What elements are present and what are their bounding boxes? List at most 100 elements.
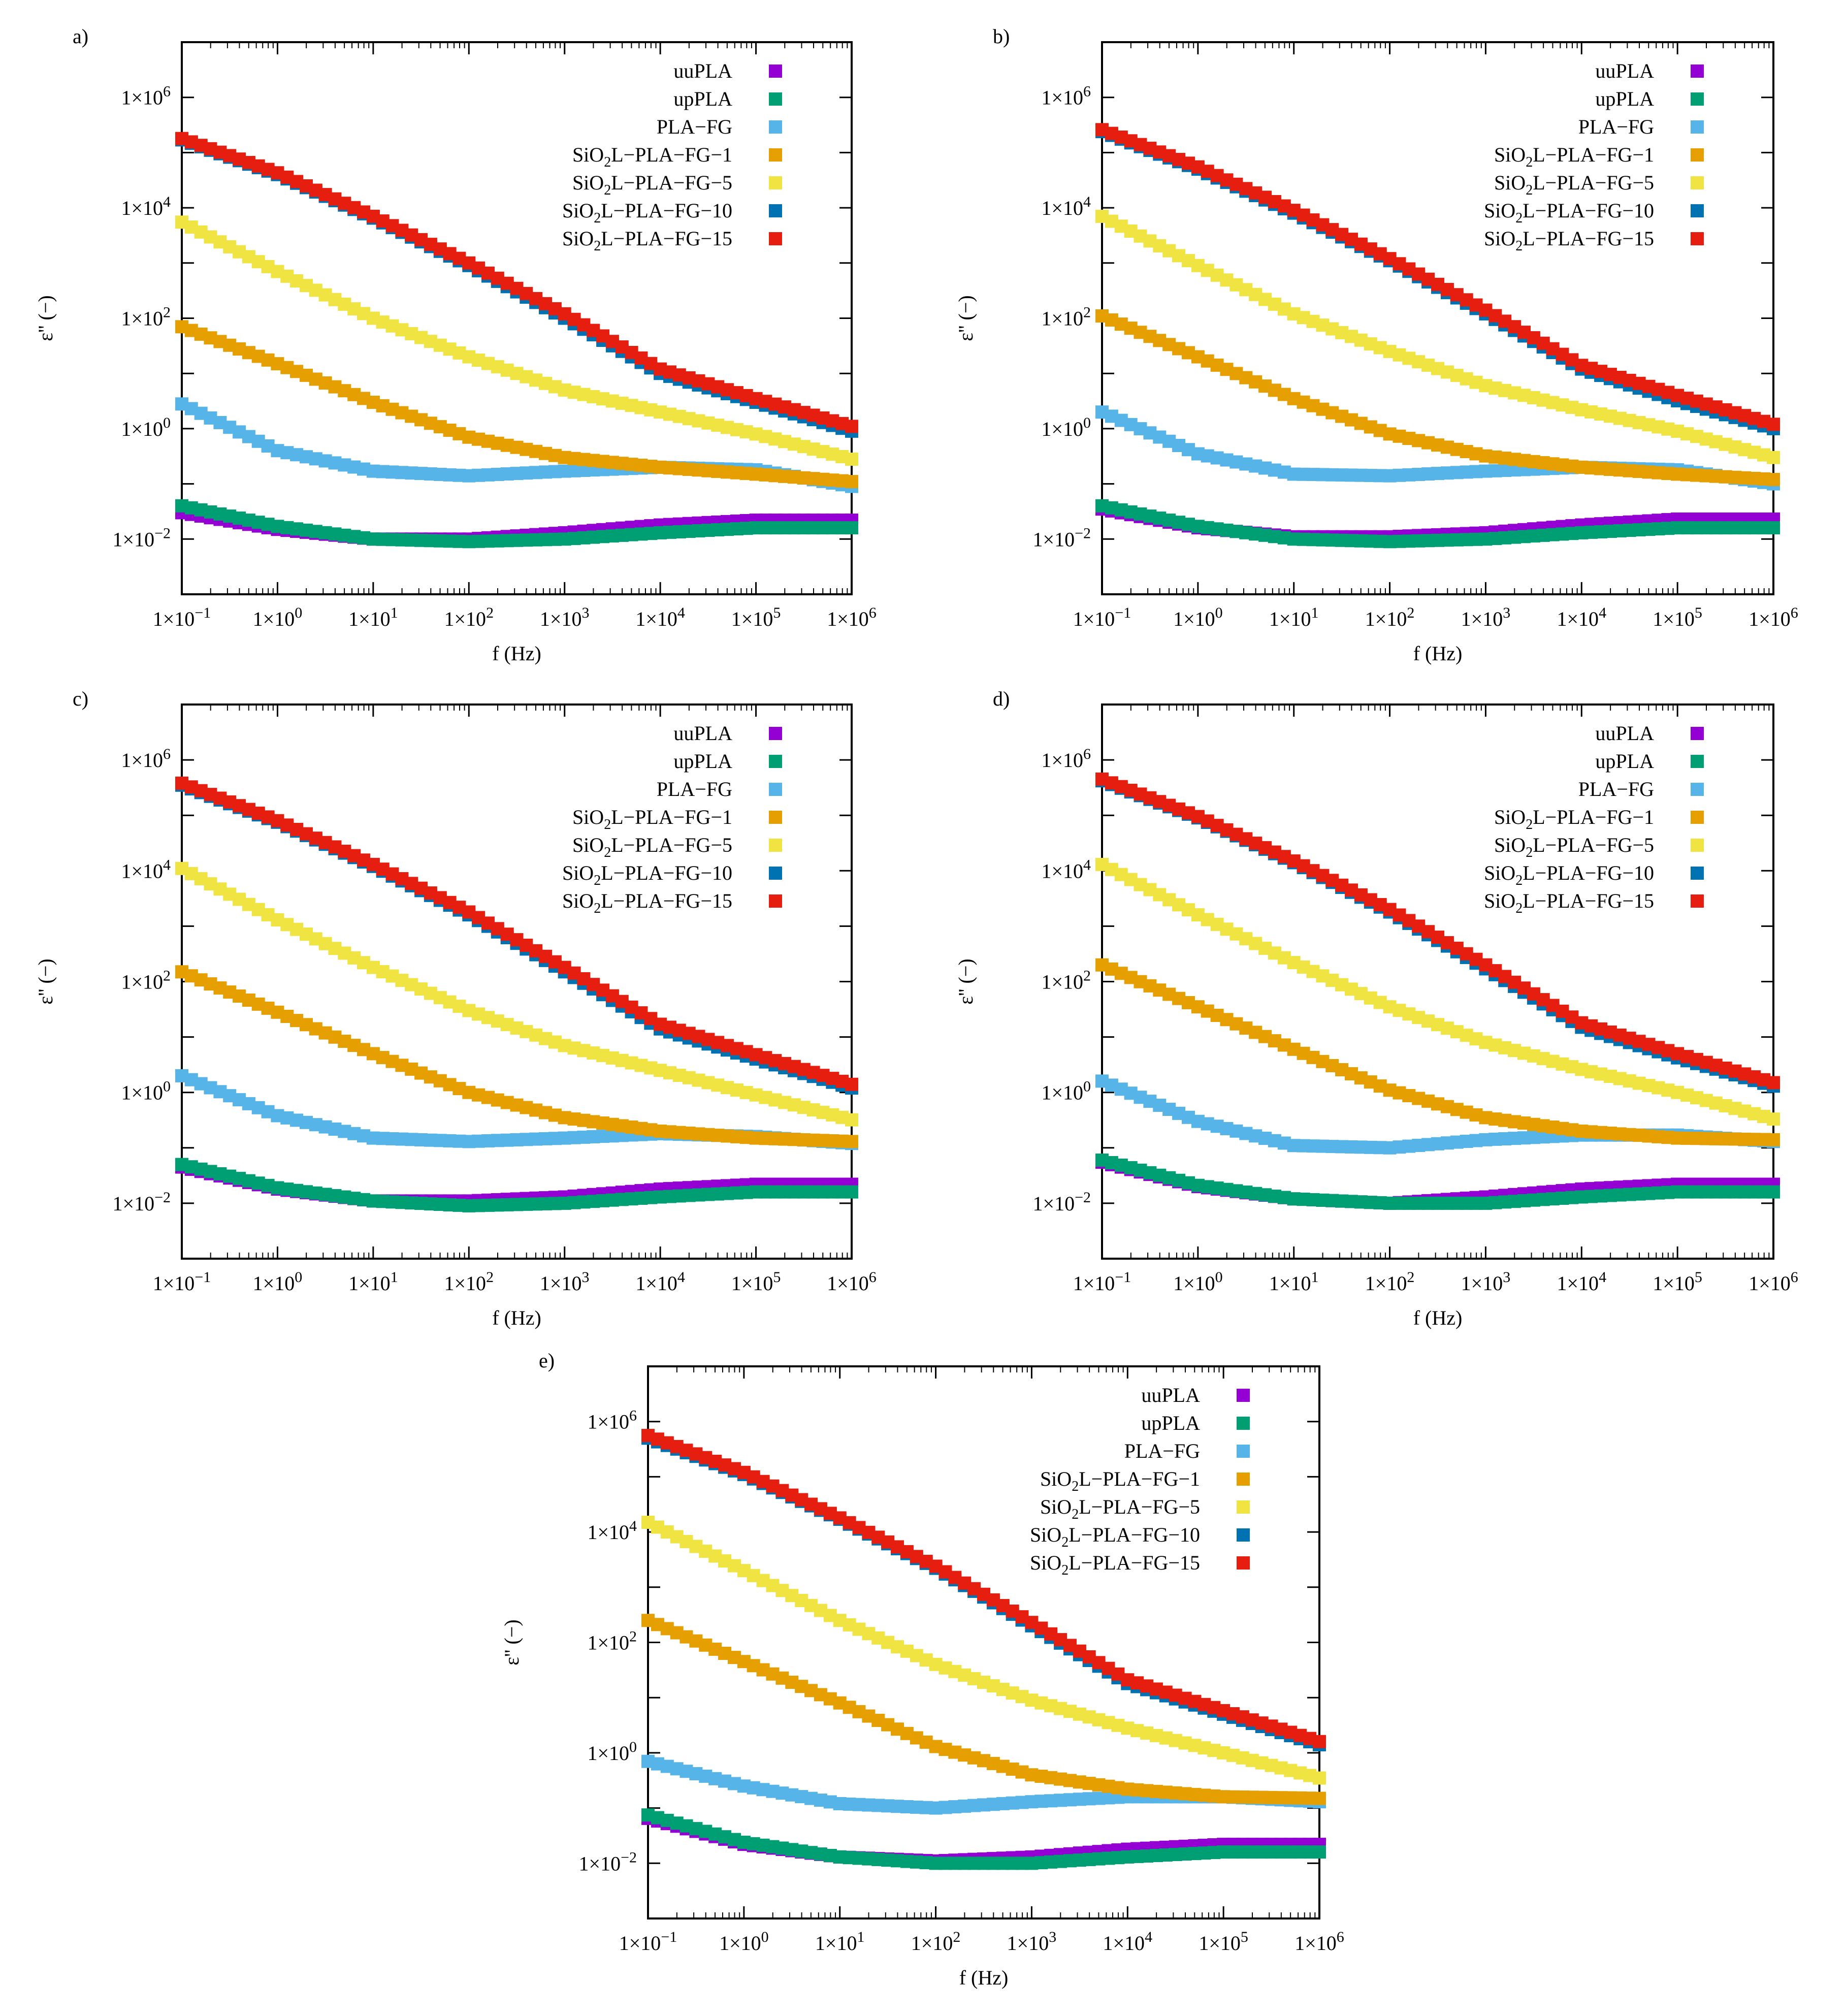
- y-tick-label: 1×104: [121, 194, 171, 219]
- y-axis-label: ε'' (−): [954, 295, 977, 341]
- legend-label: SiO2L−PLA−FG−10: [562, 861, 732, 888]
- y-tick-label: 1×106: [121, 83, 171, 109]
- y-tick-label: 1×106: [1041, 746, 1091, 772]
- y-tick-label: 1×102: [121, 304, 171, 330]
- legend-label: SiO2L−PLA−FG−10: [1484, 199, 1654, 226]
- legend-label: SiO2L−PLA−FG−15: [562, 889, 732, 916]
- legend-marker: [1691, 727, 1704, 740]
- y-tick-label: 1×102: [1041, 968, 1091, 994]
- series-uppla: [1095, 1154, 1780, 1210]
- legend-marker: [1237, 1417, 1250, 1430]
- legend-marker: [769, 894, 782, 908]
- y-tick-label: 1×104: [587, 1518, 637, 1544]
- legend-label: uuPLA: [673, 59, 732, 82]
- y-tick-label: 1×100: [1041, 1078, 1091, 1104]
- legend-label: uuPLA: [1595, 59, 1654, 82]
- chart-panel-c: c) 1×10−1 1×100 1×101 1×102 1×103 1×104 1×105 1×…: [34, 687, 877, 1329]
- legend-label: SiO2L−PLA−FG−5: [1494, 171, 1654, 198]
- legend-marker: [769, 65, 782, 78]
- x-tick-label: 1×10−1: [619, 1929, 677, 1955]
- legend-marker: [1691, 894, 1704, 908]
- panel-label: e): [539, 1349, 555, 1372]
- legend-marker: [1691, 92, 1704, 106]
- x-tick-label: 1×101: [348, 604, 398, 630]
- data-point: [1313, 1771, 1326, 1785]
- legend-label: upPLA: [673, 87, 732, 110]
- legend-label: SiO2L−PLA−FG−15: [1030, 1551, 1200, 1578]
- legend-marker: [1691, 811, 1704, 824]
- plot-frame: [647, 1365, 1320, 1919]
- legend-label: upPLA: [1141, 1412, 1200, 1434]
- legend-marker: [1691, 120, 1704, 134]
- plot-frame: [1101, 703, 1774, 1260]
- y-axis-label: ε'' (−): [34, 295, 57, 341]
- y-axis-label: ε'' (−): [34, 958, 57, 1004]
- x-tick-label: 1×100: [1173, 1269, 1223, 1295]
- series-sio2l-pla-fg-1: [1095, 309, 1780, 486]
- data-point: [1767, 521, 1780, 535]
- legend-label: SiO2L−PLA−FG−15: [1484, 889, 1654, 916]
- legend-label: PLA−FG: [657, 778, 732, 801]
- legend-marker: [769, 232, 782, 245]
- data-point: [1767, 1112, 1780, 1126]
- data-point: [1767, 1185, 1780, 1199]
- x-axis-label: f (Hz): [1413, 642, 1463, 665]
- x-tick-label: 1×106: [1294, 1929, 1344, 1955]
- series-sio2l-pla-fg-5: [175, 215, 858, 466]
- legend-marker: [769, 783, 782, 796]
- legend-label: upPLA: [1595, 87, 1654, 110]
- x-tick-label: 1×105: [1653, 1269, 1702, 1295]
- data-point: [1767, 473, 1780, 486]
- x-axis-label: f (Hz): [492, 642, 541, 665]
- series-sio2l-pla-fg-1: [1095, 958, 1780, 1146]
- legend-label: uuPLA: [1595, 722, 1654, 745]
- legend-label: SiO2L−PLA−FG−10: [562, 199, 732, 226]
- x-tick-label: 1×101: [1269, 604, 1319, 630]
- legend-marker: [769, 727, 782, 740]
- x-tick-label: 1×101: [348, 1269, 398, 1295]
- y-tick-label: 1×102: [121, 968, 171, 994]
- legend-marker: [1691, 148, 1704, 162]
- x-tick-label: 1×105: [731, 1269, 781, 1295]
- legend-label: SiO2L−PLA−FG−15: [1484, 227, 1654, 254]
- x-tick-label: 1×100: [253, 1269, 303, 1295]
- x-tick-label: 1×105: [1199, 1929, 1248, 1955]
- legend-marker: [1691, 232, 1704, 245]
- data-point: [1767, 1076, 1780, 1090]
- legend-label: SiO2L−PLA−FG−5: [572, 171, 732, 198]
- legend-marker: [1237, 1556, 1250, 1570]
- y-tick-label: 1×106: [121, 746, 171, 772]
- chart-panel-a: a) 1×10−1 1×100 1×101 1×102 1×103 1×104 1×105 1×…: [34, 25, 877, 665]
- y-tick-label: 1×10−2: [113, 1189, 171, 1215]
- y-tick-label: 1×100: [121, 414, 171, 440]
- x-tick-label: 1×101: [1269, 1269, 1319, 1295]
- legend-label: SiO2L−PLA−FG−5: [1040, 1495, 1200, 1522]
- legend-marker: [1691, 755, 1704, 768]
- legend-label: upPLA: [673, 750, 732, 773]
- y-tick-label: 1×106: [1041, 83, 1091, 109]
- legend-marker: [1237, 1473, 1250, 1486]
- data-point: [1767, 418, 1780, 431]
- legend: uuPLAupPLAPLA−FGSiO2L−PLA−FG−1SiO2L−PLA−…: [1484, 722, 1704, 916]
- data-point: [845, 1185, 858, 1199]
- data-point: [845, 521, 858, 535]
- panel-label: a): [73, 25, 88, 48]
- x-axis-label: f (Hz): [1413, 1306, 1463, 1329]
- y-tick-label: 1×106: [587, 1407, 637, 1433]
- legend-label: PLA−FG: [657, 115, 732, 138]
- x-tick-label: 1×106: [1749, 1269, 1798, 1295]
- y-tick-label: 1×104: [1041, 194, 1091, 219]
- x-tick-label: 1×102: [1365, 604, 1415, 630]
- y-tick-label: 1×10−2: [1033, 1189, 1091, 1215]
- panel-label: c): [73, 687, 88, 710]
- chart-panel-e: e) 1×10−1 1×100 1×101 1×102 1×103 1×104 1×105 1×…: [500, 1349, 1344, 1989]
- x-tick-label: 1×103: [540, 1269, 590, 1295]
- legend-label: uuPLA: [673, 722, 732, 745]
- legend: uuPLAupPLAPLA−FGSiO2L−PLA−FG−1SiO2L−PLA−…: [1484, 59, 1704, 254]
- x-tick-label: 1×100: [719, 1929, 769, 1955]
- series-sio2l-pla-fg-15: [1095, 123, 1780, 431]
- legend-marker: [769, 839, 782, 852]
- x-tick-label: 1×102: [444, 604, 494, 630]
- legend-label: SiO2L−PLA−FG−15: [562, 227, 732, 254]
